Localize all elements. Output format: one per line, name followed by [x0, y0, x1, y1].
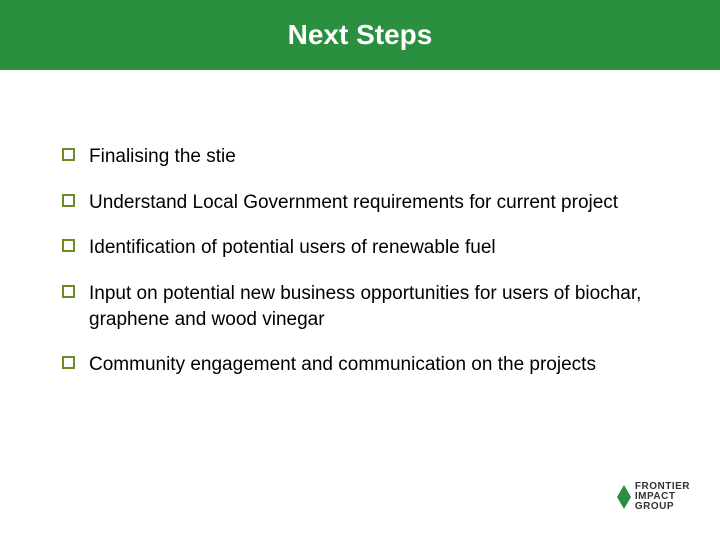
logo-text: FRONTIER IMPACT GROUP — [635, 482, 690, 512]
logo-icon — [617, 483, 631, 511]
list-item: Input on potential new business opportun… — [62, 281, 658, 332]
bullet-text: Understand Local Government requirements… — [89, 190, 658, 216]
bullet-text: Finalising the stie — [89, 144, 658, 170]
list-item: Identification of potential users of ren… — [62, 235, 658, 261]
checkbox-icon — [62, 285, 75, 298]
list-item: Community engagement and communication o… — [62, 352, 658, 378]
content-area: Finalising the stie Understand Local Gov… — [0, 70, 720, 378]
page-title: Next Steps — [288, 19, 433, 51]
bullet-text: Community engagement and communication o… — [89, 352, 658, 378]
bullet-text: Identification of potential users of ren… — [89, 235, 658, 261]
bullet-text: Input on potential new business opportun… — [89, 281, 658, 332]
checkbox-icon — [62, 239, 75, 252]
checkbox-icon — [62, 356, 75, 369]
checkbox-icon — [62, 148, 75, 161]
list-item: Understand Local Government requirements… — [62, 190, 658, 216]
checkbox-icon — [62, 194, 75, 207]
bullet-list: Finalising the stie Understand Local Gov… — [62, 144, 658, 378]
logo-line3: GROUP — [635, 502, 690, 512]
logo: FRONTIER IMPACT GROUP — [617, 482, 690, 512]
header-bar: Next Steps — [0, 0, 720, 70]
list-item: Finalising the stie — [62, 144, 658, 170]
